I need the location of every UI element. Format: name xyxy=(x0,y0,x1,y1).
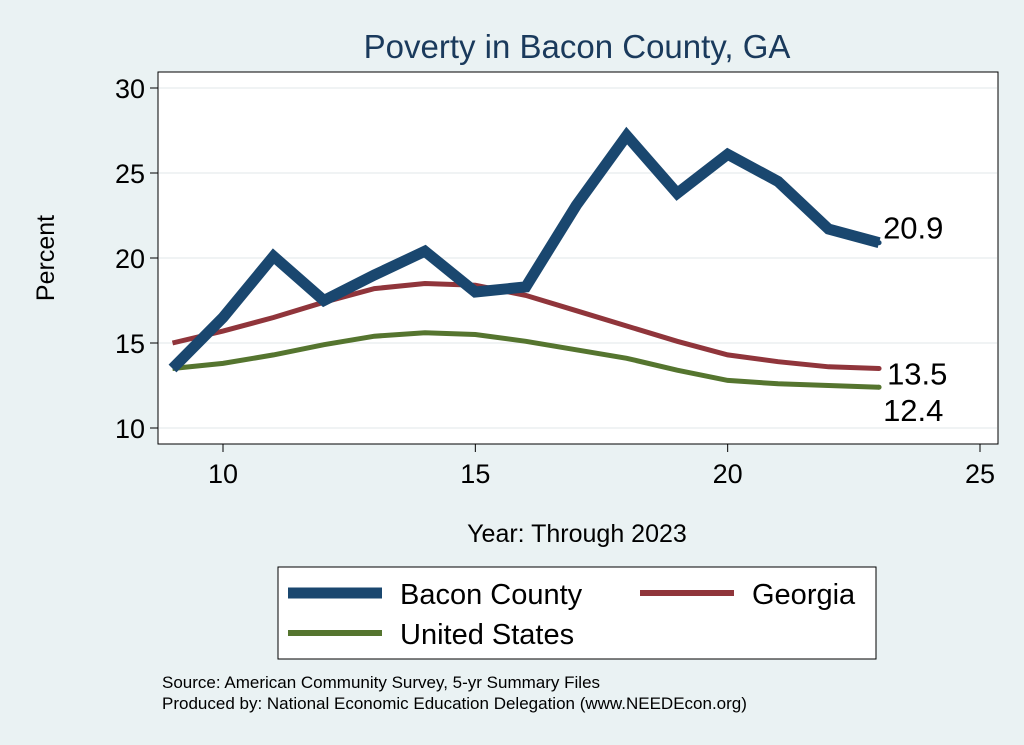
series-line-united-states xyxy=(172,330,880,390)
end-labels: 20.9 13.512.4 xyxy=(883,211,947,429)
legend-label-bacon-county: Bacon County xyxy=(400,579,583,611)
chart-title: Poverty in Bacon County, GA xyxy=(364,28,791,65)
end-point-united-states xyxy=(876,384,882,390)
legend-label-united-states: United States xyxy=(400,619,574,651)
end-label-georgia: 13.5 xyxy=(887,357,947,392)
x-tick-label-10: 10 xyxy=(208,459,238,489)
gridlines xyxy=(159,87,997,429)
x-tick-label-20: 20 xyxy=(713,459,743,489)
y-axis: 10 15 20 25 30 xyxy=(115,72,159,444)
y-tick-label-10: 10 xyxy=(115,414,145,444)
end-point-bacon-county xyxy=(876,240,882,246)
end-label-bacon-county: 20.9 xyxy=(883,211,943,246)
y-tick-label-15: 15 xyxy=(115,329,145,359)
y-tick-label-25: 25 xyxy=(115,159,145,189)
x-tick-label-15: 15 xyxy=(460,459,490,489)
y-axis-title: Percent xyxy=(32,215,60,301)
end-point-georgia xyxy=(876,366,882,371)
legend: Bacon County Georgia United States xyxy=(277,566,877,660)
x-axis-title: Year: Through 2023 xyxy=(467,520,687,548)
end-label-united-states: 12.4 xyxy=(883,393,943,428)
series-line-georgia xyxy=(171,280,880,371)
source-line-1: Source: American Community Survey, 5-yr … xyxy=(162,673,600,692)
legend-box xyxy=(277,566,877,660)
series-line-bacon-county xyxy=(168,126,881,373)
x-axis: 10 15 20 25 xyxy=(208,444,995,489)
y-tick-label-20: 20 xyxy=(115,244,145,274)
x-tick-label-25: 25 xyxy=(965,459,995,489)
series-lines xyxy=(168,126,882,390)
legend-label-georgia: Georgia xyxy=(752,579,856,611)
y-tick-label-30: 30 xyxy=(115,74,145,104)
source-line-2: Produced by: National Economic Education… xyxy=(162,694,747,713)
